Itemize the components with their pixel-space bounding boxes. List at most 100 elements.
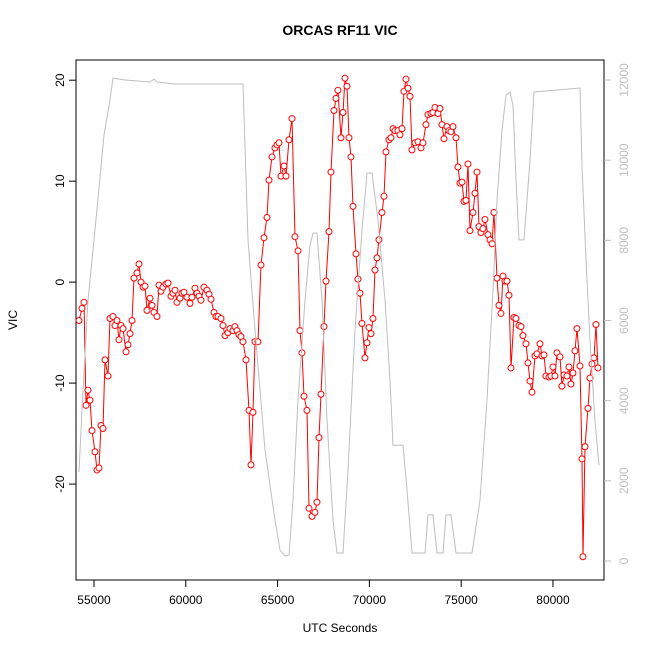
data-point xyxy=(454,163,462,171)
data-point xyxy=(88,427,96,435)
data-point xyxy=(358,320,366,328)
data-point xyxy=(452,134,460,142)
data-point xyxy=(82,401,90,409)
data-point xyxy=(495,301,503,309)
x-tick-label: 70000 xyxy=(353,593,387,607)
data-point xyxy=(322,277,330,285)
data-point xyxy=(408,146,416,154)
data-point xyxy=(361,354,369,362)
y-axis-label: VIC xyxy=(6,310,20,330)
data-point xyxy=(590,354,598,362)
data-point xyxy=(458,178,466,186)
data-point xyxy=(586,374,594,382)
data-point xyxy=(497,309,505,317)
y2-tick-label: 0 xyxy=(617,557,631,564)
data-point xyxy=(558,382,566,390)
data-point xyxy=(471,189,479,197)
y-tick-label: -20 xyxy=(53,475,67,493)
data-point xyxy=(143,306,151,314)
data-point xyxy=(119,325,127,333)
data-point xyxy=(371,266,379,274)
data-point xyxy=(419,139,427,147)
data-point xyxy=(440,135,448,143)
data-point xyxy=(122,348,130,356)
data-point xyxy=(349,202,357,210)
data-point xyxy=(130,274,138,282)
data-point xyxy=(402,75,410,83)
data-point xyxy=(113,317,121,325)
data-point xyxy=(565,363,573,371)
data-point xyxy=(86,396,94,404)
data-point xyxy=(380,192,388,200)
data-point xyxy=(171,286,179,294)
data-point xyxy=(332,94,340,102)
data-point xyxy=(422,121,430,129)
y-tick-label: 20 xyxy=(53,73,67,87)
data-point xyxy=(334,86,342,94)
data-point xyxy=(479,225,487,233)
data-point xyxy=(488,240,496,248)
data-point xyxy=(317,390,325,398)
data-point xyxy=(219,322,227,330)
data-point xyxy=(298,349,306,357)
y2-tick-label: 8000 xyxy=(617,227,631,254)
data-point xyxy=(375,236,383,244)
data-point xyxy=(573,325,581,333)
data-point xyxy=(268,153,276,161)
data-point xyxy=(99,425,107,433)
chart-title: ORCAS RF11 VIC xyxy=(282,22,397,38)
data-point xyxy=(197,296,205,304)
data-point xyxy=(493,274,501,282)
y2-tick-label: 10000 xyxy=(617,143,631,177)
data-point xyxy=(239,338,247,346)
data-point xyxy=(153,312,161,320)
data-point xyxy=(280,162,288,170)
data-point xyxy=(207,295,215,303)
data-point xyxy=(95,464,103,472)
data-point xyxy=(313,498,321,506)
data-point xyxy=(469,208,477,216)
data-point xyxy=(133,269,141,277)
data-point xyxy=(84,386,92,394)
data-point xyxy=(528,388,536,396)
y2-tick-label: 2000 xyxy=(617,467,631,494)
data-point xyxy=(551,372,559,380)
data-point xyxy=(519,332,527,340)
data-point xyxy=(91,448,99,456)
data-point xyxy=(300,392,308,400)
data-point xyxy=(592,321,600,329)
data-point xyxy=(382,148,390,156)
x-tick-label: 55000 xyxy=(77,593,111,607)
data-point xyxy=(294,247,302,255)
data-point xyxy=(398,125,406,133)
data-point xyxy=(507,364,515,372)
data-point xyxy=(594,364,602,372)
data-point xyxy=(571,347,579,355)
data-point xyxy=(124,341,132,349)
data-point xyxy=(345,134,353,142)
x-tick-label: 65000 xyxy=(261,593,295,607)
data-point xyxy=(576,362,584,370)
data-point xyxy=(296,327,304,335)
y2-tick-label: 6000 xyxy=(617,307,631,334)
data-point xyxy=(481,216,489,224)
data-point xyxy=(330,106,338,114)
data-point xyxy=(462,196,470,204)
y2-tick-label: 4000 xyxy=(617,387,631,414)
data-point xyxy=(315,434,323,442)
data-point xyxy=(466,227,474,235)
y-tick-label: -10 xyxy=(53,374,67,392)
data-point xyxy=(249,408,257,416)
data-point xyxy=(563,372,571,380)
data-point xyxy=(164,279,172,287)
x-tick-label: 60000 xyxy=(169,593,203,607)
data-point xyxy=(109,312,117,320)
data-point xyxy=(503,277,511,285)
data-point xyxy=(285,136,293,144)
data-point xyxy=(363,339,371,347)
data-point xyxy=(536,340,544,348)
data-point xyxy=(347,153,355,161)
data-point xyxy=(378,208,386,216)
y-tick-label: 0 xyxy=(53,278,67,285)
